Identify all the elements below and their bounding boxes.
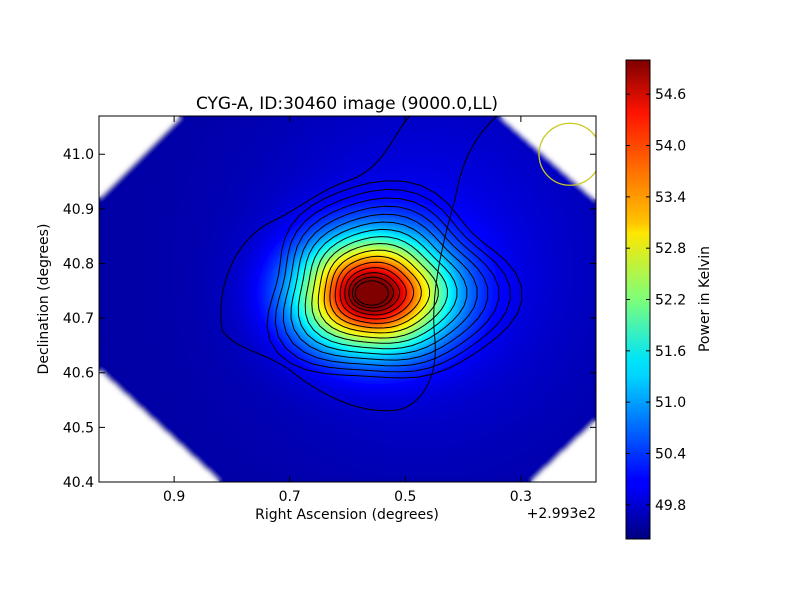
colorbar-tick-label: 53.4: [655, 190, 686, 206]
colorbar-tick-label: 50.4: [655, 446, 686, 462]
colorbar-tick-label: 52.2: [655, 293, 686, 309]
x-offset-label: +2.993e2: [527, 506, 596, 522]
chart-title: CYG-A, ID:30460 image (9000.0,LL): [196, 94, 498, 114]
y-axis-label: Declination (degrees): [36, 224, 52, 375]
contour-line: [274, 188, 511, 373]
colorbar-tick-label: 51.0: [655, 395, 686, 411]
y-tick-label: 40.7: [63, 311, 94, 327]
plot-frame: [98, 115, 597, 483]
contour-line: [348, 272, 401, 312]
contour-line: [317, 236, 448, 339]
contour-line: [323, 242, 439, 334]
contour-line: [329, 249, 431, 329]
colorbar-tick-label: 54.6: [655, 87, 686, 103]
contour-line: [297, 213, 478, 355]
colorbar-tick-label: 51.6: [655, 344, 686, 360]
contour-line: [351, 276, 395, 309]
x-tick-label: 0.5: [394, 489, 416, 505]
contour-line: [354, 280, 389, 306]
beam-marker: [538, 122, 596, 186]
y-tick-label: 40.8: [63, 256, 94, 272]
contour-line-outer: [220, 116, 498, 412]
y-axis-ticks: 40.4 40.5 40.6 40.7 40.8 40.9 41.0: [63, 147, 596, 491]
colorbar-tick-label: 49.8: [655, 498, 686, 514]
contour-line: [311, 228, 458, 344]
x-tick-label: 0.7: [279, 489, 301, 505]
y-tick-label: 40.5: [63, 420, 94, 436]
contour-line: [339, 261, 415, 320]
colorbar-tick-label: 52.8: [655, 241, 686, 257]
x-axis-label: Right Ascension (degrees): [255, 507, 439, 523]
y-tick-label: 41.0: [63, 147, 94, 163]
plot-area: 0.9 0.7 0.5 0.3 40.4 40.5 40.6 40.7 40.8 40.9 41.…: [63, 115, 597, 505]
contour-line: [304, 221, 468, 350]
colorbar: 49.8 50.4 51.0 51.6 52.2 52.8 53.4 54.0 54.6 Pow…: [625, 59, 713, 540]
contour-line: [290, 205, 489, 361]
colorbar-label: Power in Kelvin: [697, 246, 713, 352]
colorbar-ticks: 49.8 50.4 51.0 51.6 52.2 52.8 53.4 54.0 54.6: [626, 87, 686, 514]
x-tick-label: 0.3: [510, 489, 532, 505]
contour-line: [282, 197, 500, 367]
colorbar-tick-label: 54.0: [655, 139, 686, 155]
y-tick-label: 40.6: [63, 366, 94, 382]
contour-lines: [220, 116, 523, 412]
x-tick-label: 0.9: [163, 489, 185, 505]
contour-line: [334, 255, 422, 324]
y-tick-label: 40.4: [63, 475, 94, 491]
contour-line: [344, 267, 407, 316]
contour-line: [266, 180, 523, 379]
heatmap-image: [99, 116, 596, 482]
x-axis-ticks: 0.9 0.7 0.5 0.3: [163, 116, 532, 505]
y-tick-label: 40.9: [63, 202, 94, 218]
